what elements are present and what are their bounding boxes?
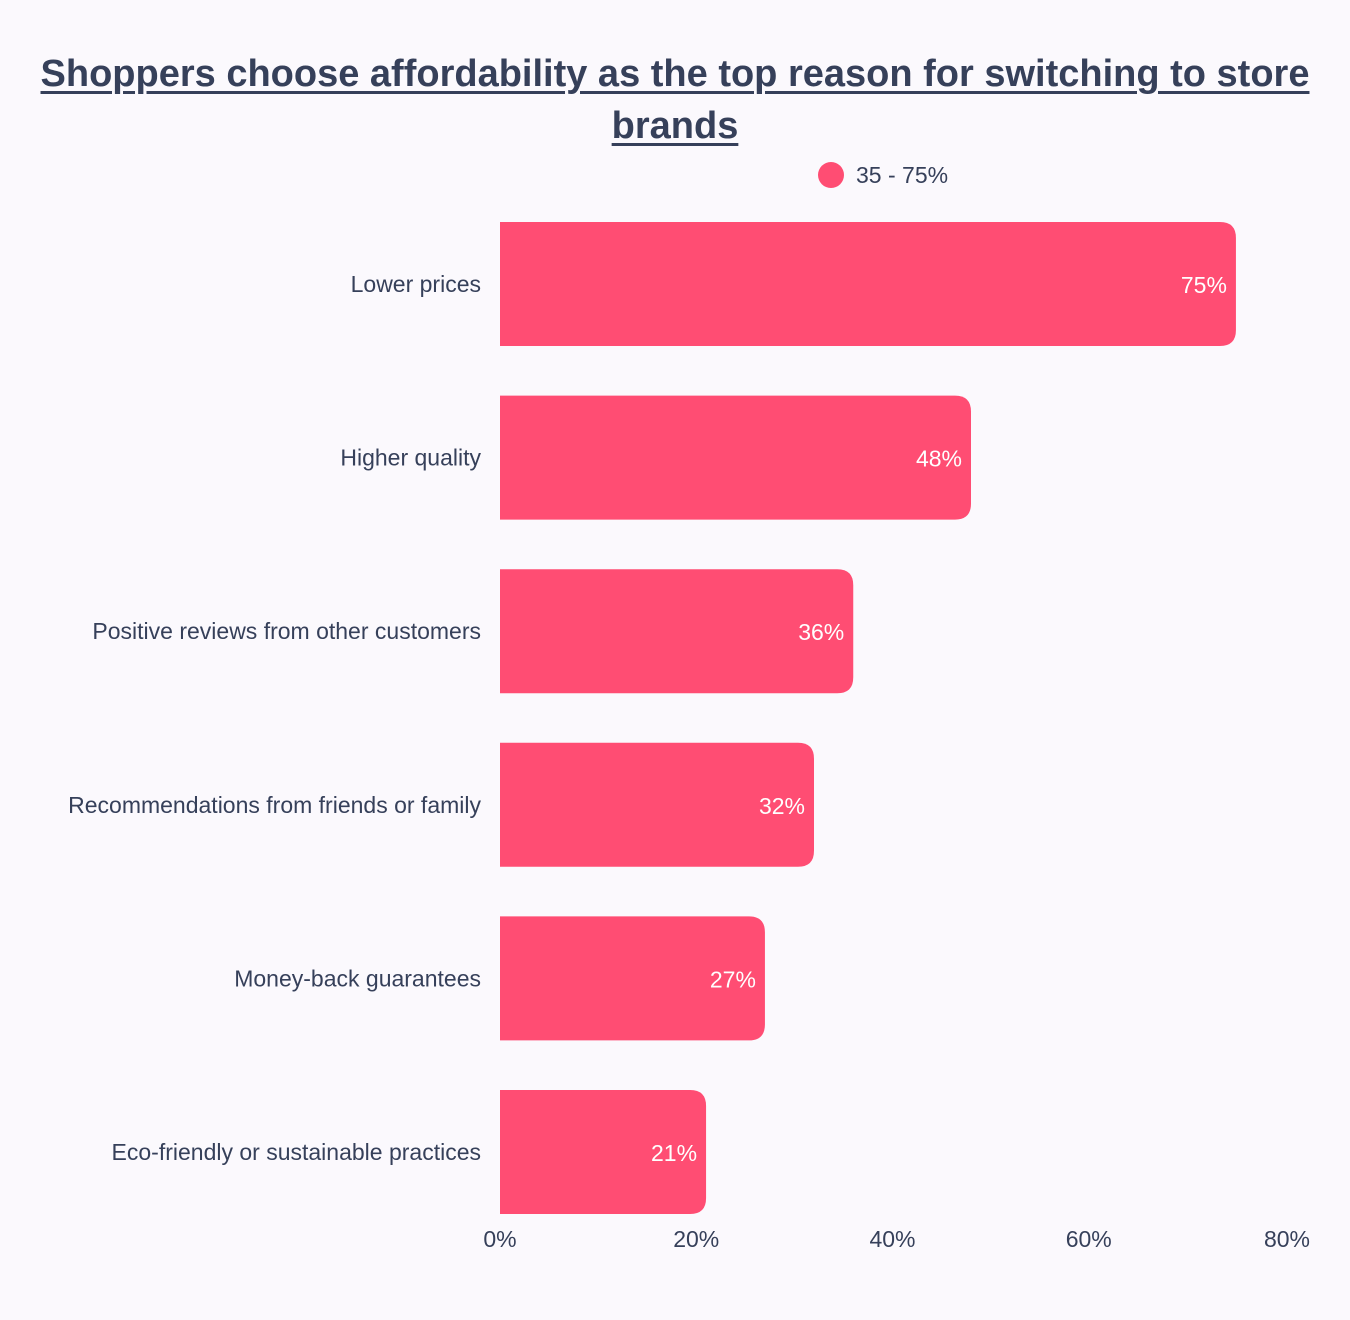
category-labels-group: Lower prices Higher quality Positive revie… [68, 271, 481, 1165]
bar-3 [500, 742, 814, 867]
x-axis-ticks-group: 0% 20% 40% 60% 80% [483, 1226, 1310, 1252]
category-label: Positive reviews from other customers [92, 618, 481, 644]
x-tick-label: 60% [1066, 1226, 1112, 1252]
x-tick-label: 80% [1264, 1226, 1310, 1252]
category-label: Money-back guarantees [234, 965, 481, 991]
bars-group [500, 222, 1236, 1214]
value-labels-group: 75% 48% 36% 32% 27% 21% [651, 272, 1227, 1166]
legend-label: 35 - 75% [856, 161, 949, 188]
category-label: Eco-friendly or sustainable practices [112, 1139, 481, 1165]
bar-5 [500, 1090, 707, 1214]
x-tick-label: 0% [483, 1226, 516, 1252]
bar-1 [500, 395, 971, 520]
value-label: 32% [759, 793, 805, 819]
x-tick-label: 20% [673, 1226, 719, 1252]
category-label: Recommendations from friends or family [68, 792, 481, 818]
value-label: 21% [651, 1140, 697, 1166]
value-label: 36% [798, 619, 844, 645]
value-label: 75% [1181, 272, 1227, 298]
bar-4 [500, 916, 765, 1041]
legend: 35 - 75% [818, 160, 948, 190]
category-label: Lower prices [351, 271, 481, 297]
chart-title: Shoppers choose affordability as the top… [40, 53, 1310, 147]
value-label: 48% [916, 446, 962, 472]
bar-0 [500, 222, 1236, 346]
value-label: 27% [710, 966, 756, 992]
x-tick-label: 40% [869, 1226, 915, 1252]
category-label: Higher quality [340, 445, 481, 471]
legend-swatch [818, 162, 844, 188]
bar-2 [500, 569, 854, 694]
